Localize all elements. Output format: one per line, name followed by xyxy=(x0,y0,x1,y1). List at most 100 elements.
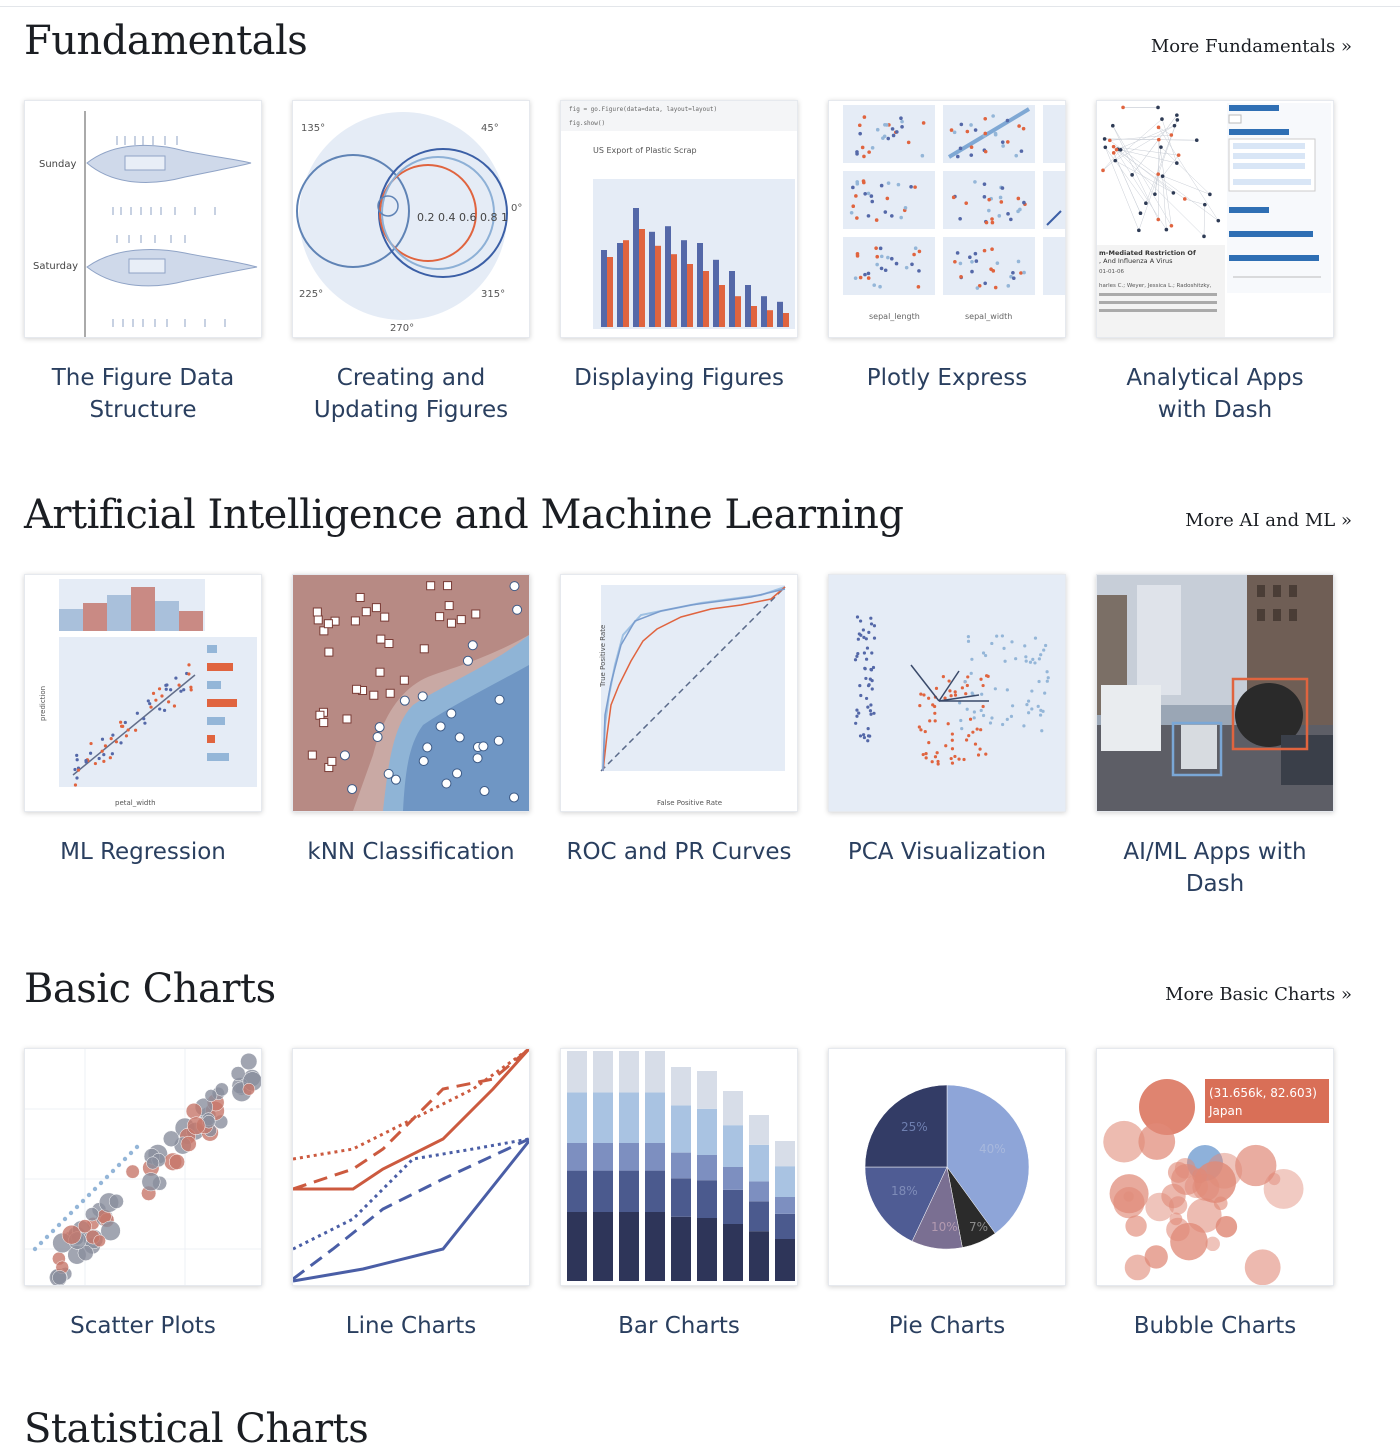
pca-point xyxy=(870,668,873,671)
smatrix-point xyxy=(880,184,884,188)
smatrix-point xyxy=(950,128,954,132)
smatrix-point xyxy=(867,192,871,196)
pca-point xyxy=(969,718,972,721)
network-app-thumbnail: m-Mediated Restriction Of , And Influenz… xyxy=(1096,100,1334,338)
card-bar-charts[interactable]: Bar Charts xyxy=(560,1048,798,1342)
card-bubble-charts[interactable]: (31.656k, 82.603) Japan Bubble Charts xyxy=(1096,1048,1334,1342)
card-ml-regression[interactable]: prediction petal_width ML Regression xyxy=(24,574,262,868)
card-roc-pr-curves[interactable]: False Positive Rate True Positive Rate R… xyxy=(560,574,798,868)
network-node xyxy=(1165,228,1169,232)
card-line-charts[interactable]: Line Charts xyxy=(292,1048,530,1342)
network-node xyxy=(1153,192,1157,196)
bar-chart-thumbnail xyxy=(560,1048,798,1286)
network-node xyxy=(1119,148,1123,152)
card-scatter-plots[interactable]: Scatter Plots xyxy=(24,1048,262,1342)
knn-square xyxy=(353,685,361,693)
reg-point xyxy=(134,729,137,732)
network-node xyxy=(1159,145,1163,149)
bar-red xyxy=(719,285,725,327)
knn-square xyxy=(386,689,394,697)
scatter-point-small xyxy=(117,1163,121,1167)
card-figure-data-structure[interactable]: Sunday Saturday The Figure Data Structur… xyxy=(24,100,262,426)
smatrix-point xyxy=(850,211,854,215)
more-fundamentals-link[interactable]: More Fundamentals » xyxy=(1151,36,1352,57)
network-node xyxy=(1103,137,1107,141)
smatrix-point xyxy=(991,221,995,225)
scatter-point-small xyxy=(99,1181,103,1185)
pca-point xyxy=(1038,657,1041,660)
card-displaying-figures[interactable]: fig = go.Figure(data=data, layout=layout… xyxy=(560,100,798,394)
smatrix-point xyxy=(994,286,998,290)
roc-xlabel: False Positive Rate xyxy=(657,799,722,807)
pca-point xyxy=(856,652,859,655)
card-label: AI/ML Apps with Dash xyxy=(1096,836,1334,900)
card-knn-classification[interactable]: kNN Classification xyxy=(292,574,530,868)
bar-red xyxy=(703,271,709,327)
smatrix-point xyxy=(885,123,889,127)
pie-label-7: 7% xyxy=(969,1220,988,1234)
network-node xyxy=(1183,197,1187,201)
card-pie-charts[interactable]: 25% 40% 18% 10% 7% Pie Charts xyxy=(828,1048,1066,1342)
pca-point xyxy=(870,651,873,654)
pca-point xyxy=(872,712,875,715)
smatrix-point xyxy=(990,217,994,221)
pca-point xyxy=(961,686,964,689)
stack-segment xyxy=(697,1180,717,1218)
scatter-point xyxy=(78,1219,92,1233)
stack-segment xyxy=(749,1201,769,1231)
stack-segment xyxy=(671,1153,691,1179)
smatrix-point xyxy=(970,145,974,149)
pca-point xyxy=(947,722,950,725)
bar-red xyxy=(607,257,613,327)
pca-point xyxy=(935,687,938,690)
reg-point xyxy=(179,690,182,693)
scatter-point-small xyxy=(93,1187,97,1191)
card-label: The Figure Data Structure xyxy=(24,362,262,426)
knn-square xyxy=(400,676,408,684)
card-analytical-apps-dash[interactable]: m-Mediated Restriction Of , And Influenz… xyxy=(1096,100,1334,426)
card-creating-updating-figures[interactable]: 135° 45° 0° 225° 315° 270° 0.2 0.4 0.6 0… xyxy=(292,100,530,426)
card-label: Displaying Figures xyxy=(560,362,798,394)
pca-point xyxy=(966,684,969,687)
smatrix-point xyxy=(1019,271,1023,275)
reg-point xyxy=(98,757,101,760)
knn-circle xyxy=(453,769,462,778)
stack-segment xyxy=(697,1155,717,1180)
stack-segment xyxy=(619,1212,639,1281)
smatrix-point xyxy=(1006,140,1010,144)
smatrix-point xyxy=(862,179,866,183)
knn-circle xyxy=(373,733,382,742)
smatrix-point xyxy=(858,132,862,136)
card-label: ROC and PR Curves xyxy=(560,836,798,868)
card-pca-visualization[interactable]: PCA Visualization xyxy=(828,574,1066,868)
stack-segment xyxy=(749,1115,769,1145)
pie-chart-thumbnail: 25% 40% 18% 10% 7% xyxy=(828,1048,1066,1286)
knn-square xyxy=(372,604,380,612)
knn-circle xyxy=(348,785,357,794)
smatrix-point xyxy=(1022,271,1026,275)
card-label: Creating and Updating Figures xyxy=(292,362,530,426)
pca-point xyxy=(936,751,939,754)
pca-thumbnail xyxy=(828,574,1066,812)
smatrix-point xyxy=(1017,260,1021,264)
reg-point xyxy=(165,683,168,686)
pca-point xyxy=(931,760,934,763)
stack-segment xyxy=(723,1167,743,1190)
smatrix-point xyxy=(904,206,908,210)
more-basic-charts-link[interactable]: More Basic Charts » xyxy=(1165,984,1352,1005)
smatrix-point xyxy=(884,268,888,272)
network-node xyxy=(1108,139,1112,143)
pca-point xyxy=(854,722,857,725)
reg-point xyxy=(158,687,161,690)
stack-segment xyxy=(697,1109,717,1155)
stack-segment xyxy=(645,1092,665,1143)
pca-point xyxy=(862,636,865,639)
pca-point xyxy=(924,752,927,755)
card-aiml-apps-dash[interactable]: AI/ML Apps with Dash xyxy=(1096,574,1334,900)
pca-point xyxy=(854,658,857,661)
network-node xyxy=(1137,229,1141,233)
more-ai-ml-link[interactable]: More AI and ML » xyxy=(1185,510,1352,531)
smatrix-point xyxy=(1006,284,1010,288)
card-plotly-express[interactable]: sepal_length sepal_width Plotly Express xyxy=(828,100,1066,394)
pca-point xyxy=(871,687,874,690)
